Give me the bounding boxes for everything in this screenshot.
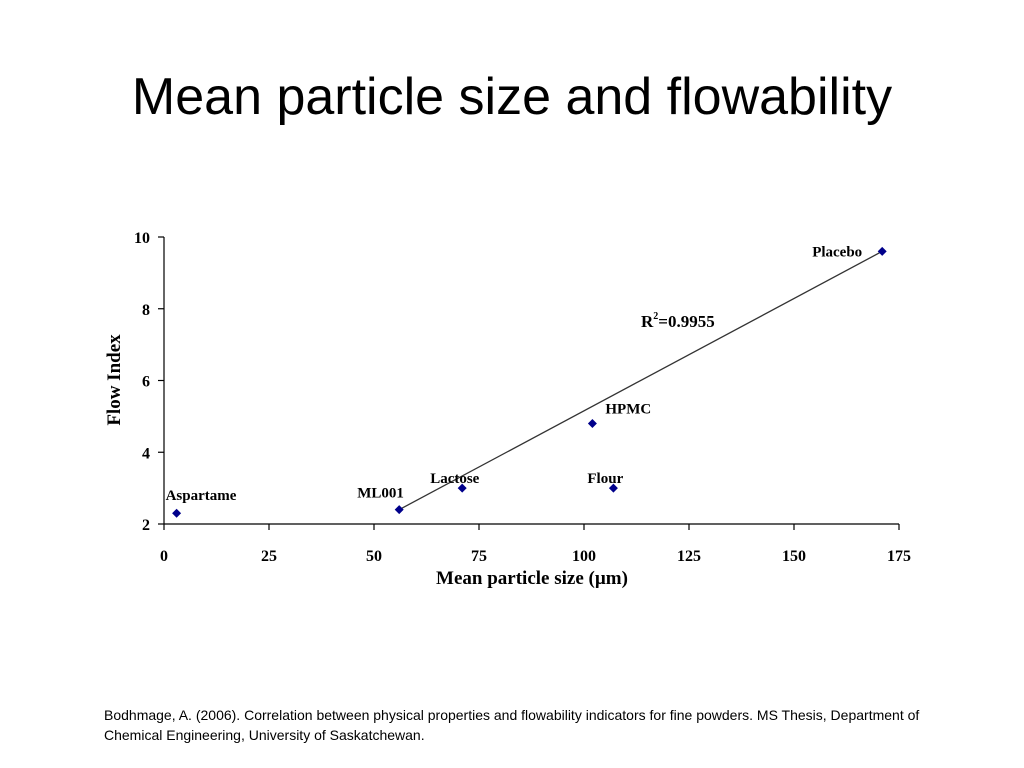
r2-label: R bbox=[641, 312, 654, 331]
point-labels: Aspartame ML001 Lactose HPMC Flour Placebo bbox=[166, 244, 863, 504]
data-point-aspartame bbox=[172, 508, 182, 518]
point-label-lactose: Lactose bbox=[430, 471, 479, 487]
x-tick-label: 50 bbox=[366, 548, 382, 565]
point-label-aspartame: Aspartame bbox=[166, 488, 237, 504]
data-point-lactose bbox=[457, 483, 467, 493]
citation: Bodhmage, A. (2006). Correlation between… bbox=[104, 707, 920, 743]
slide-title: Mean particle size and flowability bbox=[131, 68, 893, 126]
point-label-placebo: Placebo bbox=[812, 244, 862, 260]
data-point-placebo bbox=[877, 246, 887, 256]
x-tick-label: 150 bbox=[782, 548, 806, 565]
y-tick-label: 10 bbox=[134, 230, 150, 247]
x-tick-label: 75 bbox=[471, 548, 487, 565]
y-axis-label: Flow Index bbox=[104, 334, 125, 426]
x-tick-label: 100 bbox=[572, 548, 596, 565]
x-axis-label: Mean particle size (µm) bbox=[436, 568, 628, 589]
y-tick-label: 2 bbox=[142, 517, 150, 534]
x-ticks: 0 25 50 75 100 125 150 175 bbox=[160, 524, 911, 565]
r2-value: =0.9955 bbox=[658, 312, 714, 331]
data-points bbox=[172, 246, 887, 518]
y-ticks: 2 4 6 8 10 bbox=[134, 230, 164, 534]
r2-annotation: R2=0.9955 bbox=[641, 311, 715, 331]
x-tick-label: 125 bbox=[677, 548, 701, 565]
point-label-hpmc: HPMC bbox=[605, 402, 651, 418]
data-point-flour bbox=[608, 483, 618, 493]
trendline bbox=[398, 250, 883, 511]
x-tick-label: 25 bbox=[261, 548, 277, 565]
point-label-ml001: ML001 bbox=[357, 486, 404, 502]
r2-superscript: 2 bbox=[653, 311, 658, 322]
data-point-ml001 bbox=[394, 505, 404, 515]
x-tick-label: 0 bbox=[160, 548, 168, 565]
x-tick-label: 175 bbox=[887, 548, 911, 565]
data-point-hpmc bbox=[587, 419, 597, 429]
y-tick-label: 6 bbox=[142, 374, 150, 391]
point-label-flour: Flour bbox=[587, 471, 623, 487]
x-axis: 0 25 50 75 100 125 150 175 bbox=[160, 523, 911, 565]
y-tick-label: 4 bbox=[142, 445, 150, 462]
y-axis: 2 4 6 8 10 bbox=[134, 230, 165, 534]
y-tick-label: 8 bbox=[142, 302, 150, 319]
